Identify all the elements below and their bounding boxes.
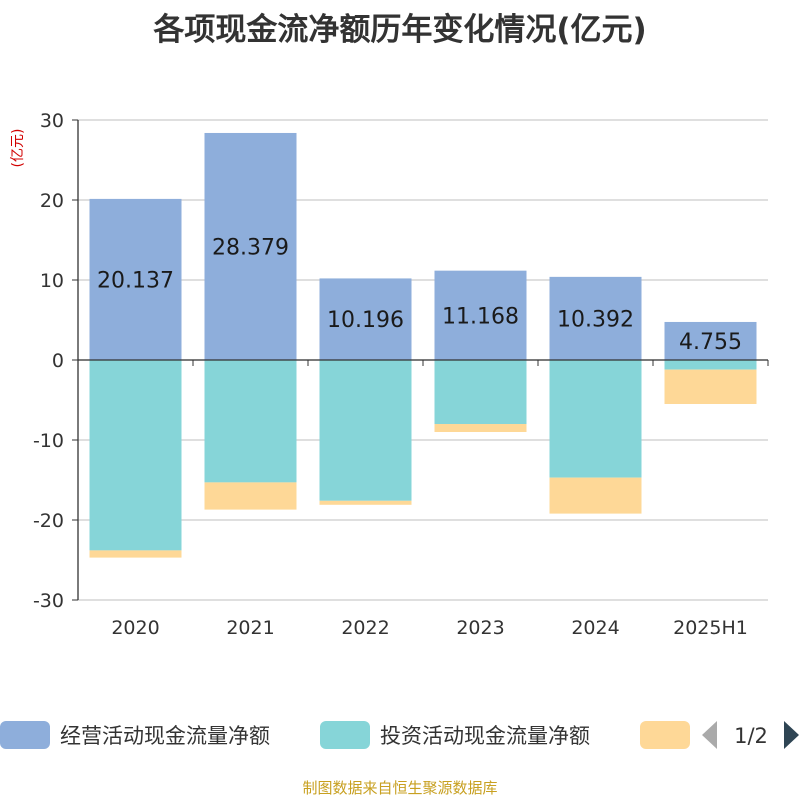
bar-value-label: 20.137 [97,268,174,293]
y-tick-label: -20 [33,510,64,532]
bar-series-2-2025H1 [664,360,757,370]
bar-series-2-2022 [319,360,412,501]
bar-series-1-2023 [434,270,527,360]
x-tick-label: 2020 [111,617,159,639]
legend-swatch[interactable] [0,721,50,749]
bar-series-2-2023 [434,360,527,424]
chart-title: 各项现金流净额历年变化情况(亿元) [153,12,647,48]
x-tick-label: 2024 [571,617,619,639]
bar-series-1-2022 [319,278,412,360]
bar-value-label: 28.379 [212,235,289,260]
bar-value-label: 10.196 [327,308,404,333]
legend-page-indicator: 1/2 [734,724,768,748]
y-tick-label: 20 [40,190,64,212]
bar-series-1-2024 [549,276,642,360]
bar-series-3-2023 [434,424,527,432]
bar-value-label: 10.392 [557,307,634,332]
bar-series-2-2024 [549,360,642,478]
x-tick-label: 2022 [341,617,389,639]
bar-series-2-2020 [89,360,182,551]
legend-swatch[interactable] [320,721,370,749]
legend-label[interactable]: 经营活动现金流量净额 [60,724,270,748]
bar-series-3-2024 [549,477,642,514]
x-tick-label: 2023 [456,617,504,639]
y-tick-label: -10 [33,430,64,452]
bar-series-1-2021 [204,132,297,360]
y-tick-label: 30 [40,110,64,132]
bar-series-1-2025H1 [664,321,757,360]
bar-series-3-2020 [89,550,182,558]
axes: 30 20 10 0 -10 -20 -30 2020 2021 2022 2023 2024 2025… [33,110,769,639]
legend-next-page-icon[interactable] [784,721,799,749]
bar-value-label: 11.168 [442,304,519,329]
y-tick-label: -30 [33,590,64,612]
legend-label[interactable]: 投资活动现金流量净额 [380,724,590,748]
legend: 经营活动现金流量净额 投资活动现金流量净额 1/2 [0,721,799,749]
y-axis-label: (亿元) [10,129,26,168]
legend-swatch[interactable] [640,721,690,749]
bar-series-3-2022 [319,500,412,505]
bar-series-3-2021 [204,482,297,510]
bar-series-3-2025H1 [664,369,757,404]
x-tick-label: 2021 [226,617,274,639]
bar-labels: 20.137 28.379 10.196 11.168 10.392 4.755 [97,235,742,354]
bar-series-2-2021 [204,360,297,483]
legend-prev-page-icon[interactable] [702,721,717,749]
bar-series-1-2020 [89,198,182,360]
y-tick-label: 0 [52,350,64,372]
source-footer: 制图数据来自恒生聚源数据库 [302,779,498,797]
bars [89,132,757,558]
y-tick-label: 10 [40,270,64,292]
bar-value-label: 4.755 [679,330,742,355]
x-tick-label: 2025H1 [673,617,748,639]
